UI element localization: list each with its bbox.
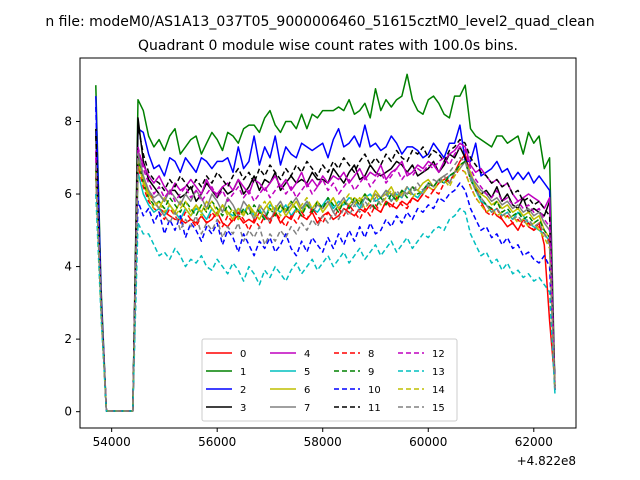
x-tick-label: 56000 (198, 435, 236, 449)
legend-label-5: 5 (304, 367, 310, 378)
figure-suptitle: n file: modeM0/AS1A13_037T05_9000006460_… (45, 14, 594, 30)
series-line-10 (95, 106, 556, 412)
legend-box (201, 338, 458, 422)
series-line-12 (95, 146, 556, 412)
x-tick-label: 62000 (515, 435, 553, 449)
chart-title: Quadrant 0 module wise count rates with … (138, 38, 518, 54)
series-line-1 (95, 73, 556, 412)
series-line-11 (95, 124, 556, 412)
legend-label-14: 14 (432, 385, 445, 396)
legend-label-4: 4 (304, 349, 310, 360)
legend-label-3: 3 (240, 403, 246, 414)
series-line-4 (95, 142, 556, 412)
legend-label-6: 6 (304, 385, 310, 396)
y-tick-label: 4 (64, 260, 72, 274)
legend-label-10: 10 (368, 385, 381, 396)
legend-label-11: 11 (368, 403, 381, 414)
x-axis-offset-label: +4.822e8 (517, 454, 576, 468)
series-line-15 (95, 153, 556, 412)
y-axis: 0 2 4 6 8 (64, 114, 80, 419)
legend-label-8: 8 (368, 349, 374, 360)
legend-label-7: 7 (304, 403, 310, 414)
legend-label-1: 1 (240, 367, 246, 378)
plot-frame (79, 57, 577, 429)
series-lines (95, 73, 556, 412)
y-tick-label: 8 (64, 114, 72, 128)
legend-label-2: 2 (240, 385, 246, 396)
series-line-13 (95, 193, 556, 412)
legend-label-13: 13 (432, 367, 445, 378)
legend-label-12: 12 (432, 349, 445, 360)
x-tick-label: 60000 (409, 435, 447, 449)
series-line-14 (95, 160, 556, 412)
legend-label-15: 15 (432, 403, 445, 414)
series-line-7 (95, 149, 556, 412)
legend-label-0: 0 (240, 349, 246, 360)
y-tick-label: 0 (64, 405, 72, 419)
y-tick-label: 2 (64, 332, 72, 346)
x-tick-label: 54000 (93, 435, 131, 449)
series-line-2 (95, 96, 556, 412)
legend-label-9: 9 (368, 367, 374, 378)
x-tick-label: 58000 (304, 435, 342, 449)
y-tick-label: 6 (64, 187, 72, 201)
x-axis: 54000 56000 58000 60000 62000 (93, 428, 553, 449)
